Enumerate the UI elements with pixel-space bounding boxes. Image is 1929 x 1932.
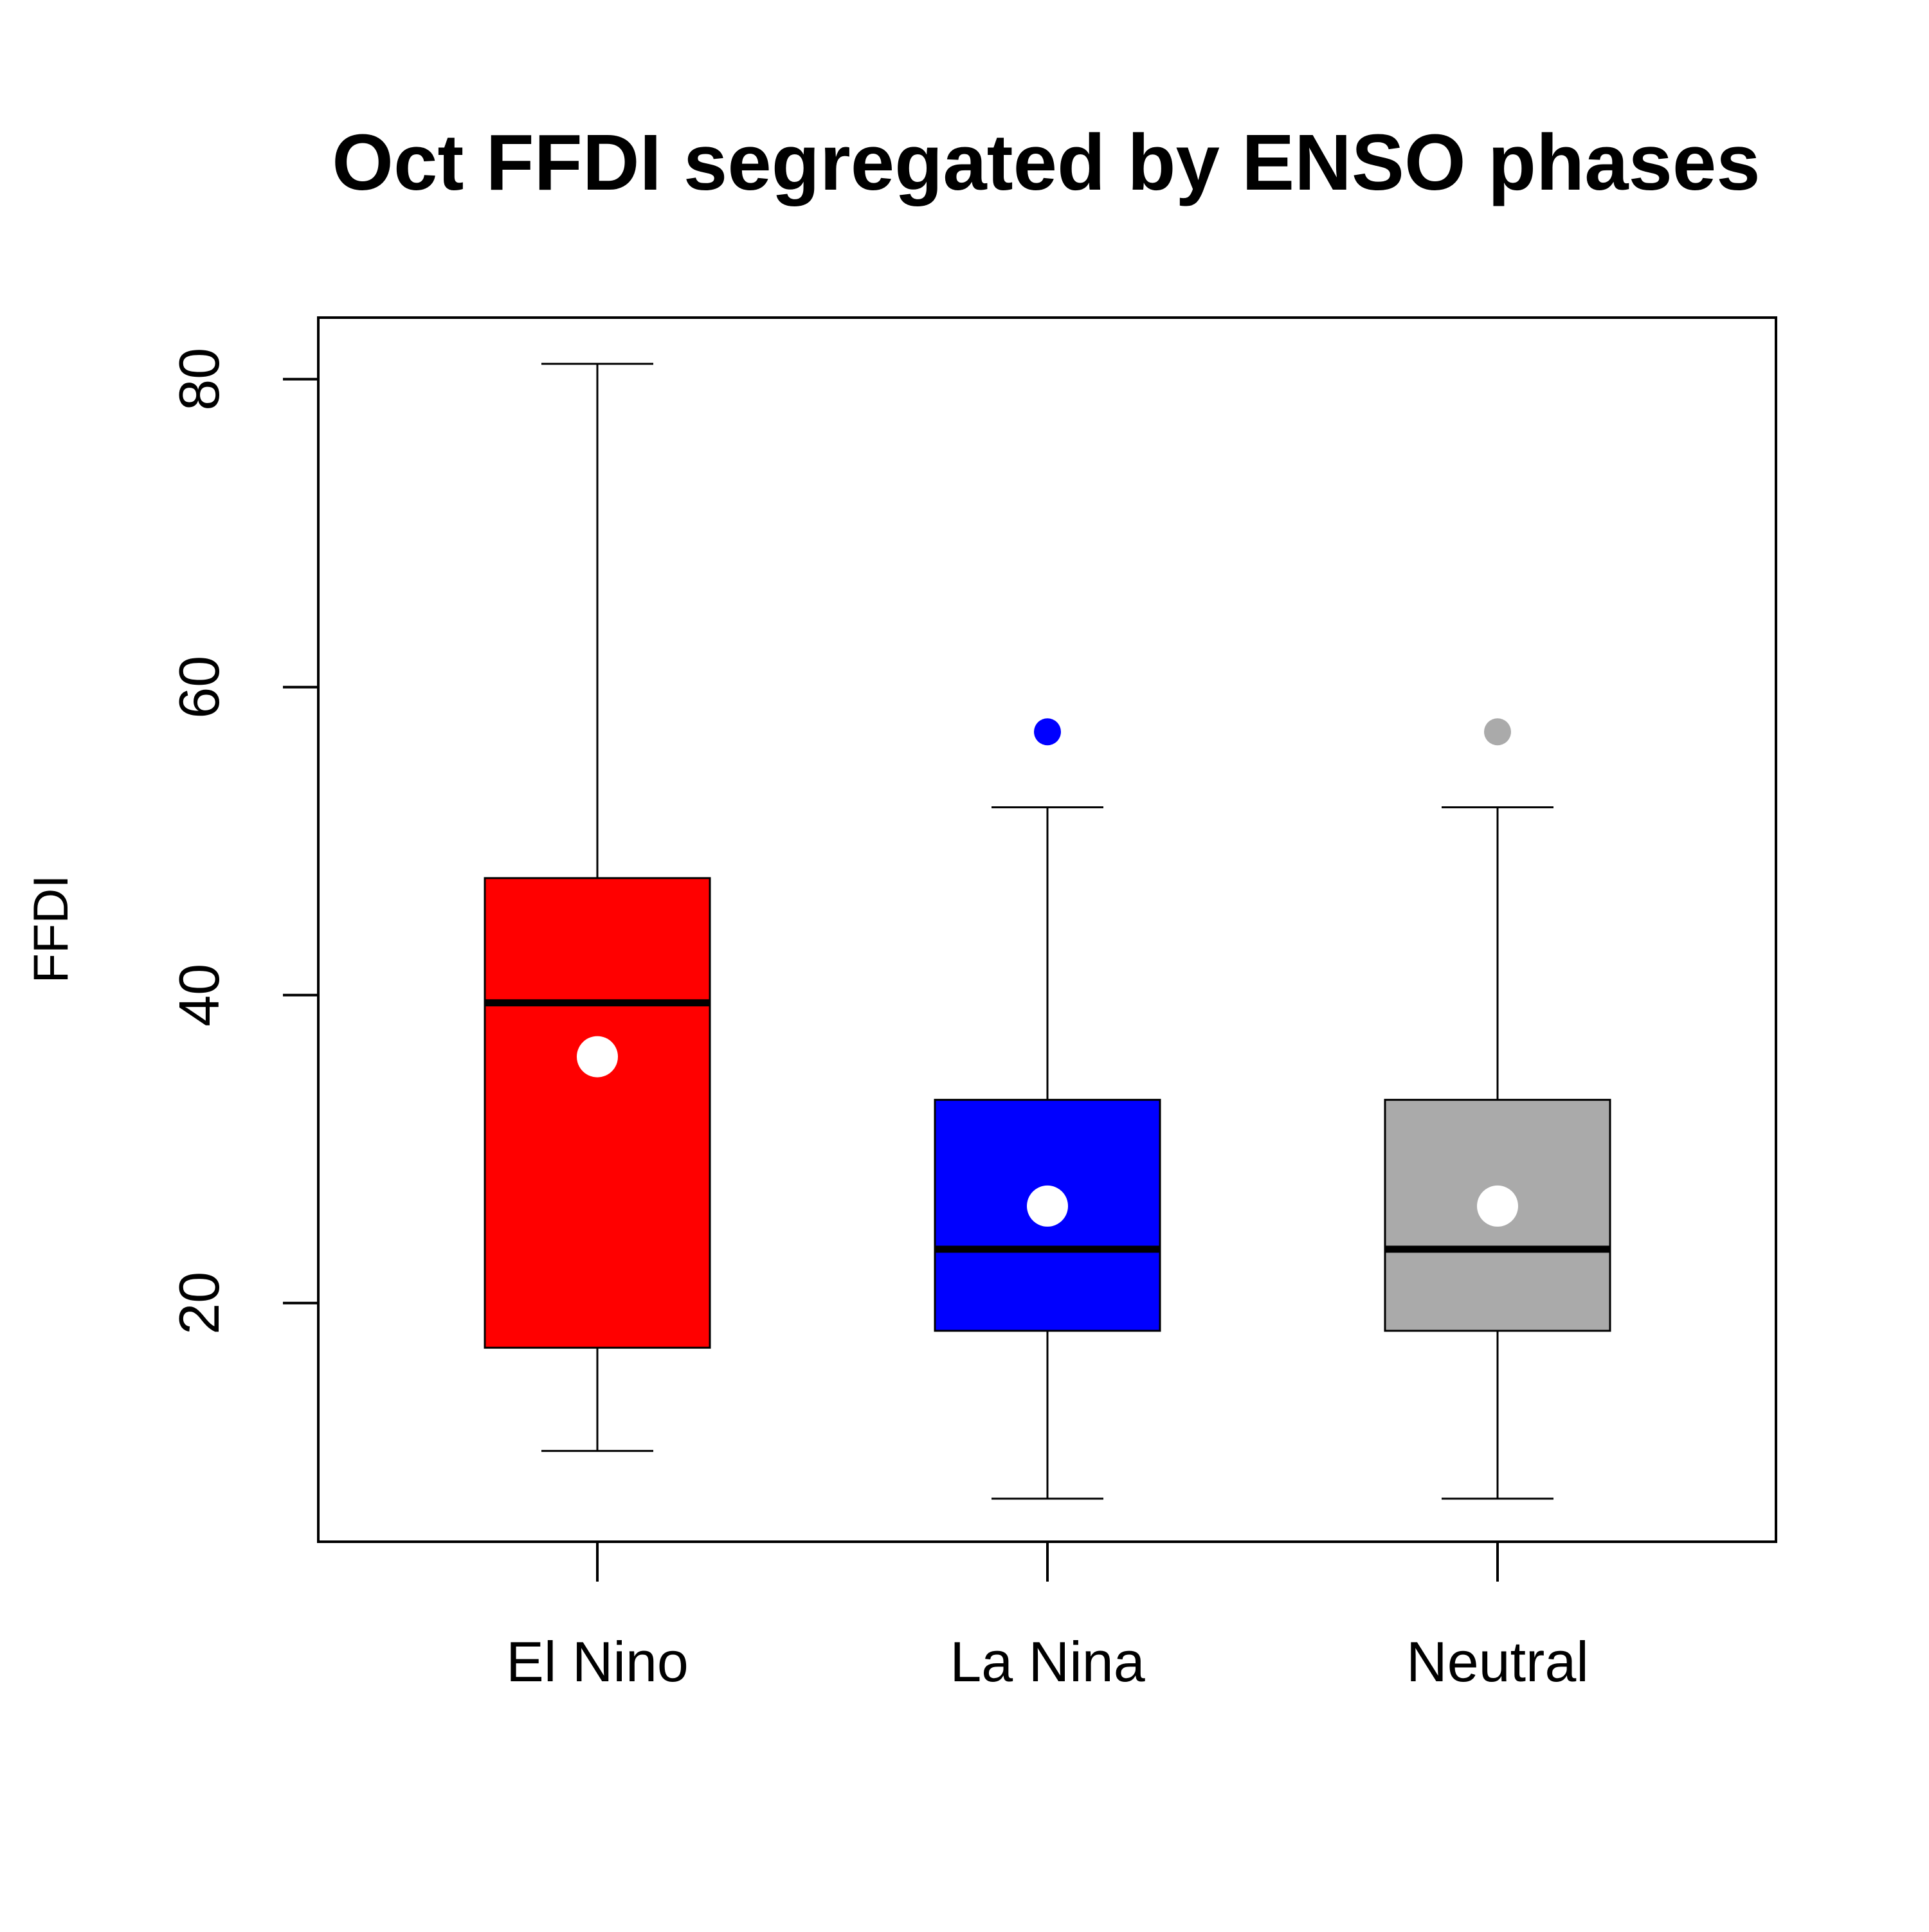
y-tick-label: 80: [167, 348, 231, 411]
chart-title: Oct FFDI segregated by ENSO phases: [332, 119, 1760, 207]
x-tick-label: Neutral: [1406, 1630, 1589, 1693]
y-tick-label: 20: [167, 1272, 231, 1335]
mean-marker: [1027, 1185, 1068, 1227]
y-tick-label: 60: [167, 656, 231, 719]
x-tick-label: El Nino: [506, 1630, 689, 1693]
outlier-point: [1034, 718, 1061, 746]
outlier-point: [1484, 718, 1511, 746]
y-tick-label: 40: [167, 964, 231, 1027]
plot-layer: 20 40 60 80 El Nino La Nina Neutral: [167, 316, 1777, 1693]
y-axis-label: FFDI: [24, 875, 78, 984]
x-tick-label: La Nina: [950, 1630, 1145, 1693]
box-la-nina: [934, 1099, 1161, 1332]
box-el-nino: [484, 877, 711, 1349]
mean-marker: [577, 1036, 618, 1078]
mean-marker: [1477, 1185, 1518, 1227]
